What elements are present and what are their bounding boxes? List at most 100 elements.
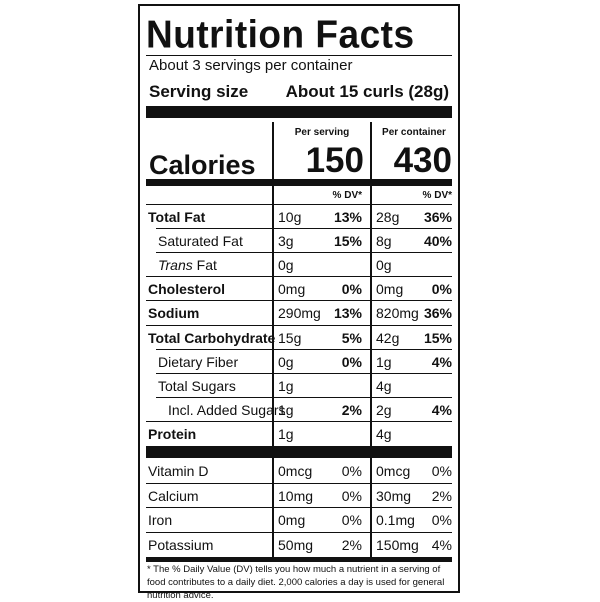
- nutrient-divider: [156, 228, 452, 230]
- nutrient-divider: [146, 324, 452, 326]
- vitamin-serving-dv: 0%: [341, 512, 362, 528]
- vitamin-serving-dv: 0%: [341, 487, 362, 504]
- nutrient-row: Cholesterol 0mg 0% 0mg 0%: [140, 277, 458, 301]
- per-container-header: Per container: [382, 127, 446, 138]
- nutrient-container-amount: 2g: [376, 401, 392, 418]
- nutrient-container-amount: 0g: [376, 257, 392, 274]
- nutrient-serving-amount: 1g: [278, 425, 294, 442]
- nutrient-serving-dv: 0%: [341, 281, 362, 298]
- nutrient-serving-dv: 13%: [333, 305, 362, 322]
- nutrient-serving-amount: 15g: [278, 329, 302, 346]
- nutrient-name: Cholesterol: [148, 281, 226, 298]
- vitamin-divider: [146, 507, 452, 508]
- serving-size-value: About 15 curls (28g): [285, 82, 449, 101]
- serving-size-label: Serving size: [149, 82, 249, 101]
- nutrient-serving-amount: 0g: [278, 353, 294, 370]
- nutrient-container-amount: 820mg: [376, 305, 419, 322]
- nutrient-container-amount: 0mg: [376, 281, 404, 298]
- nutrient-serving-dv: 0%: [341, 353, 362, 370]
- column-divider: [370, 122, 372, 446]
- calories-label: Calories: [149, 150, 256, 180]
- nutrient-container-amount: 4g: [376, 377, 392, 394]
- label-title: Nutrition Facts: [146, 13, 415, 57]
- nutrient-serving-dv: 2%: [341, 401, 362, 418]
- nutrient-name: Total Sugars: [158, 377, 236, 394]
- vitamin-serving-dv: 0%: [341, 463, 362, 479]
- medium-divider: [146, 179, 452, 186]
- nutrient-row: Protein 1g 4g: [140, 422, 458, 446]
- thick-divider: [146, 446, 452, 458]
- nutrient-name: Total Carbohydrate: [148, 329, 276, 346]
- nutrient-container-amount: 4g: [376, 425, 392, 442]
- vitamin-container-dv: 0%: [431, 512, 452, 528]
- nutrient-row: Sodium 290mg 13% 820mg 36%: [140, 301, 458, 325]
- footnote: * The % Daily Value (DV) tells you how m…: [147, 564, 445, 601]
- nutrient-divider: [156, 372, 452, 374]
- vitamin-container-amount: 150mg: [376, 536, 419, 553]
- nutrient-serving-dv: 15%: [333, 233, 362, 250]
- nutrient-name: Saturated Fat: [158, 233, 243, 250]
- vitamin-serving-dv: 2%: [341, 536, 362, 553]
- nutrient-divider: [156, 252, 452, 254]
- vitamin-name: Iron: [148, 512, 173, 528]
- nutrient-container-dv: 15%: [423, 329, 452, 346]
- vitamin-row: Vitamin D 0mcg 0% 0mcg 0%: [140, 459, 458, 484]
- nutrient-serving-amount: 0g: [278, 257, 294, 274]
- vitamin-row: Calcium 10mg 0% 30mg 2%: [140, 484, 458, 509]
- nutrient-container-dv: 36%: [423, 209, 452, 225]
- divider: [146, 55, 452, 56]
- nutrient-name: Dietary Fiber: [158, 353, 239, 370]
- column-divider: [370, 458, 372, 558]
- nutrient-container-dv: 4%: [431, 401, 452, 418]
- vitamin-serving-amount: 50mg: [278, 536, 314, 553]
- nutrient-name: Total Fat: [148, 209, 206, 225]
- dv-header-container: % DV*: [422, 190, 452, 201]
- vitamin-divider: [146, 531, 452, 533]
- nutrient-serving-amount: 290mg: [278, 305, 321, 322]
- nutrient-container-amount: 28g: [376, 209, 400, 225]
- vitamin-container-dv: 2%: [431, 487, 452, 504]
- vitamin-serving-amount: 0mg: [278, 512, 306, 528]
- nutrient-name: Protein: [148, 425, 197, 442]
- nutrient-name: Sodium: [148, 305, 200, 322]
- calories-per-container: 430: [393, 141, 452, 180]
- nutrient-container-amount: 8g: [376, 233, 392, 250]
- nutrient-divider: [146, 300, 452, 302]
- nutrient-row: Total Sugars 1g 4g: [140, 374, 458, 398]
- vitamin-row: Iron 0mg 0% 0.1mg 0%: [140, 508, 458, 533]
- nutrient-row: Total Carbohydrate 15g 5% 42g 15%: [140, 326, 458, 350]
- nutrient-row: Trans Fat 0g 0g: [140, 253, 458, 277]
- nutrient-name-italic: Trans: [158, 257, 193, 274]
- nutrient-name: Incl. Added Sugars: [168, 401, 286, 418]
- medium-divider: [146, 557, 452, 562]
- vitamin-container-amount: 0mcg: [376, 463, 411, 479]
- nutrition-facts-label: Nutrition Facts About 3 servings per con…: [138, 4, 460, 601]
- nutrient-serving-amount: 3g: [278, 233, 294, 250]
- dv-header-serving: % DV*: [332, 190, 362, 201]
- nutrient-divider: [146, 420, 452, 422]
- column-divider: [272, 458, 274, 558]
- nutrient-container-dv: 4%: [431, 353, 452, 370]
- vitamin-container-dv: 0%: [431, 463, 452, 479]
- vitamin-container-amount: 0.1mg: [376, 512, 415, 528]
- nutrient-name: Trans Fat: [158, 257, 217, 274]
- nutrient-serving-amount: 10g: [278, 209, 302, 225]
- nutrient-container-amount: 42g: [376, 329, 400, 346]
- vitamin-serving-amount: 10mg: [278, 487, 314, 504]
- vitamin-name: Calcium: [148, 487, 199, 504]
- nutrient-row: Dietary Fiber 0g 0% 1g 4%: [140, 350, 458, 374]
- column-divider: [272, 122, 274, 446]
- nutrient-divider: [146, 276, 452, 278]
- nutrient-row: Saturated Fat 3g 15% 8g 40%: [140, 229, 458, 253]
- vitamin-serving-amount: 0mcg: [278, 463, 313, 479]
- vitamin-container-amount: 30mg: [376, 487, 412, 504]
- nutrient-serving-dv: 13%: [333, 209, 362, 225]
- vitamin-container-dv: 4%: [431, 536, 452, 553]
- nutrient-serving-dv: 5%: [341, 329, 362, 346]
- nutrient-divider: [156, 348, 452, 350]
- nutrient-divider: [156, 396, 452, 398]
- nutrient-row: Total Fat 10g 13% 28g 36%: [140, 205, 458, 229]
- vitamin-row: Potassium 50mg 2% 150mg 4%: [140, 533, 458, 558]
- divider: [146, 204, 452, 205]
- per-serving-header: Per serving: [294, 127, 350, 138]
